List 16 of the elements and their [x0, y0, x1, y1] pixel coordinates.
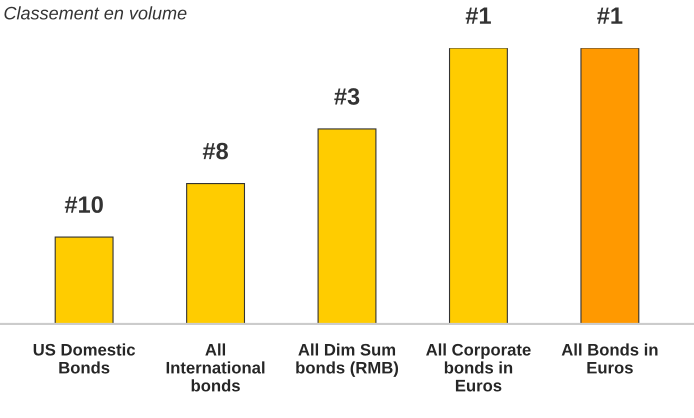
x-tick-label: US Domestic Bonds: [34, 343, 136, 374]
x-tick-label: All Bonds in Euros: [562, 343, 658, 374]
x-tick-label: All Corporate bonds in Euros: [426, 343, 531, 392]
x-tick-label: All International bonds: [166, 343, 264, 392]
bar: [580, 48, 640, 324]
chart-title: Classement en volume: [4, 6, 186, 20]
annotation: #3: [334, 88, 360, 105]
x-tick-label: All Dim Sum bonds (RMB): [296, 343, 398, 377]
bar: [186, 182, 246, 324]
annotation: #1: [466, 7, 491, 24]
annotation: #1: [597, 7, 622, 24]
bar: [448, 48, 508, 324]
annotation: #10: [64, 196, 103, 213]
bar: [318, 128, 376, 324]
annotation: #8: [202, 142, 228, 160]
bar: [54, 236, 114, 324]
